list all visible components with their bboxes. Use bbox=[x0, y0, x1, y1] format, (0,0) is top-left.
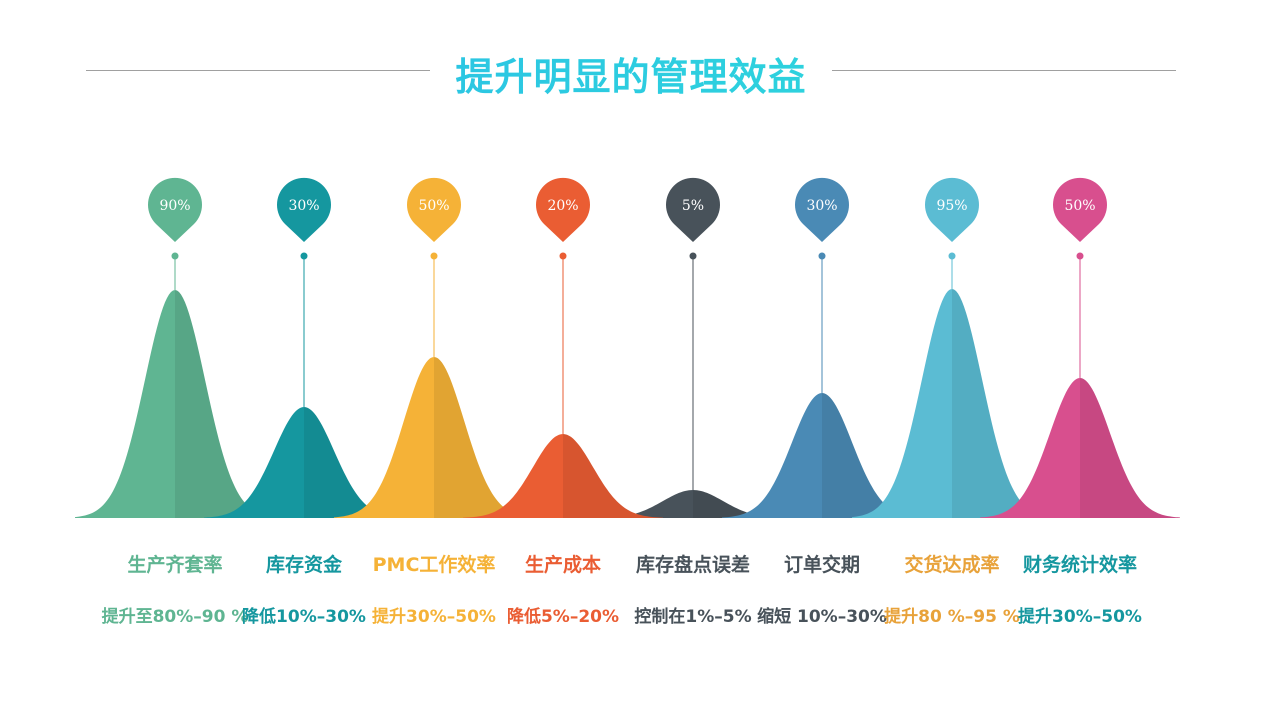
pin-value: 20% bbox=[547, 198, 578, 214]
title-rule-left bbox=[86, 70, 430, 71]
bell-shade bbox=[693, 490, 793, 518]
metric-label: 生产齐套率 bbox=[127, 554, 223, 576]
bell-curve bbox=[204, 407, 404, 518]
pin-value: 5% bbox=[682, 198, 704, 214]
bell-shade bbox=[1080, 378, 1180, 518]
metric-detail: 控制在1%–5% bbox=[634, 607, 752, 627]
bell-5 bbox=[722, 393, 922, 518]
metric-detail: 降低10%–30% bbox=[242, 607, 366, 627]
pin-dot bbox=[171, 252, 179, 260]
pin-value: 30% bbox=[806, 198, 837, 214]
bell-curve bbox=[463, 434, 663, 518]
page-title: 提升明显的管理效益 bbox=[0, 46, 1262, 101]
metric-detail: 提升30%–50% bbox=[372, 607, 496, 627]
bell-curve bbox=[980, 378, 1180, 518]
bell-7 bbox=[980, 378, 1180, 518]
title-rule-right bbox=[832, 70, 1176, 71]
pin-value: 50% bbox=[1064, 198, 1095, 214]
pin-marker-icon bbox=[666, 177, 721, 242]
metric-detail: 提升至80%–90 % bbox=[101, 607, 249, 627]
metric-detail: 提升80 %–95 % bbox=[884, 607, 1020, 627]
pin-marker-icon bbox=[925, 177, 980, 242]
bell-3 bbox=[463, 434, 663, 518]
metric-label: 生产成本 bbox=[524, 554, 601, 576]
pin-marker-icon bbox=[407, 177, 461, 242]
bell-shade bbox=[952, 289, 1052, 518]
pin-dot bbox=[1076, 252, 1084, 260]
pin-dot bbox=[818, 252, 826, 260]
pin-dot bbox=[559, 252, 567, 260]
metric-detail: 缩短 10%–30% bbox=[757, 607, 887, 627]
pin-marker-icon bbox=[148, 177, 202, 242]
pin-dot bbox=[689, 252, 697, 260]
metric-label: 订单交期 bbox=[783, 554, 860, 576]
pin-marker-icon bbox=[277, 177, 332, 242]
metric-label: 库存资金 bbox=[265, 554, 342, 576]
bell-curve bbox=[852, 289, 1052, 518]
pin-value: 30% bbox=[288, 198, 319, 214]
bell-curve bbox=[334, 357, 534, 518]
bell-shade bbox=[822, 393, 922, 518]
bell-curve bbox=[593, 490, 793, 518]
bell-curve bbox=[722, 393, 922, 518]
pin-dot bbox=[948, 252, 956, 260]
metric-detail: 提升30%–50% bbox=[1018, 607, 1142, 627]
pin-dot bbox=[300, 252, 308, 260]
metric-label: 交货达成率 bbox=[904, 554, 1000, 576]
pin-marker-icon bbox=[794, 177, 849, 242]
bell-shade bbox=[434, 357, 534, 518]
metric-label: 库存盘点误差 bbox=[635, 554, 750, 576]
pin-value: 90% bbox=[159, 198, 190, 214]
metric-detail: 降低5%–20% bbox=[506, 607, 620, 627]
bell-shade bbox=[304, 407, 404, 518]
metric-label: PMC工作效率 bbox=[372, 554, 496, 576]
bell-shade bbox=[563, 434, 663, 518]
metric-label: 财务统计效率 bbox=[1022, 554, 1137, 576]
bell-4 bbox=[593, 490, 793, 518]
bell-2 bbox=[334, 357, 534, 518]
bell-1 bbox=[204, 407, 404, 518]
pin-value: 50% bbox=[418, 198, 449, 214]
bell-curve bbox=[75, 290, 275, 518]
bell-shade bbox=[175, 290, 275, 518]
pin-marker-icon bbox=[1053, 177, 1107, 242]
pin-value: 95% bbox=[936, 198, 967, 214]
bell-6 bbox=[852, 289, 1052, 518]
pin-dot bbox=[430, 252, 438, 260]
bell-0 bbox=[75, 290, 275, 518]
pin-marker-icon bbox=[536, 177, 591, 242]
